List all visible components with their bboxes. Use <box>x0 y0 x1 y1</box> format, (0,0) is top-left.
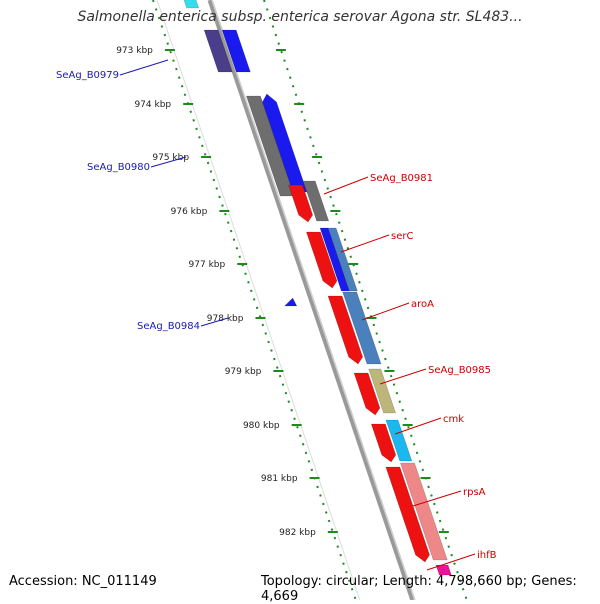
right-leader-2 <box>361 302 410 321</box>
inner-tick-line <box>152 0 357 600</box>
red-b0985-feature <box>353 372 381 416</box>
kbp-label-980: 980 kbp <box>243 421 280 431</box>
right-leader-0 <box>323 176 369 195</box>
right-leader-6 <box>426 553 476 571</box>
backbone-highlight <box>211 0 416 600</box>
map-title: Salmonella enterica subsp. enterica sero… <box>77 9 523 25</box>
accession-label: Accession: NC_011149 <box>9 574 157 589</box>
kbp-label-976: 976 kbp <box>171 207 208 217</box>
blue-top-feature <box>221 29 251 73</box>
gene-label-left-0: SeAg_B0979 <box>56 70 119 81</box>
red-rpsa-feature <box>385 466 430 563</box>
kbp-label-979: 979 kbp <box>225 367 262 377</box>
gene-label-right-0: SeAg_B0981 <box>370 173 433 184</box>
kbp-label-977: 977 kbp <box>189 260 226 270</box>
dark-purple-feature <box>203 29 233 73</box>
kbp-label-973: 973 kbp <box>116 46 153 56</box>
left-leader-1 <box>150 156 187 168</box>
gene-label-left-2: SeAg_B0984 <box>137 321 200 332</box>
red-b0981-feature <box>288 184 314 223</box>
gray-b0981-feature <box>302 180 330 222</box>
salmon-rpsa-feature <box>400 462 448 561</box>
left-leader-2 <box>200 317 229 327</box>
gene-label-right-1: serC <box>391 231 413 242</box>
red-cmk-feature <box>370 423 397 463</box>
kbp-label-982: 982 kbp <box>279 528 316 538</box>
kbp-label-981: 981 kbp <box>261 474 298 484</box>
kbp-label-974: 974 kbp <box>134 100 171 110</box>
olive-b0985-feature <box>368 368 397 414</box>
magenta-ihfb-feature <box>435 564 452 576</box>
cyan-top-feature <box>183 0 200 9</box>
gene-label-right-2: aroA <box>411 299 434 310</box>
cyan-cmk-feature <box>385 419 413 462</box>
red-aroa-feature <box>327 295 363 365</box>
small-blue-b0984-feature <box>283 297 298 307</box>
gene-label-right-6: ihfB <box>477 550 497 561</box>
right-leader-4 <box>394 417 442 435</box>
backbone-line <box>207 0 416 600</box>
steelblue-aroa-feature <box>342 291 382 365</box>
steelblue-serc-feature <box>327 227 358 292</box>
right-leader-3 <box>379 368 427 385</box>
gene-label-right-5: rpsA <box>463 487 486 498</box>
red-serc-feature <box>305 231 338 289</box>
backbone-edge-left <box>156 0 361 600</box>
gene-label-left-1: SeAg_B0980 <box>87 162 150 173</box>
right-leader-1 <box>340 234 390 253</box>
right-leader-5 <box>412 490 462 507</box>
kbp-label-975: 975 kbp <box>152 153 189 163</box>
left-leader-0 <box>119 59 169 76</box>
outer-tick-line <box>263 0 468 600</box>
gene-label-right-4: cmk <box>443 414 464 425</box>
gene-label-right-3: SeAg_B0985 <box>428 365 491 376</box>
